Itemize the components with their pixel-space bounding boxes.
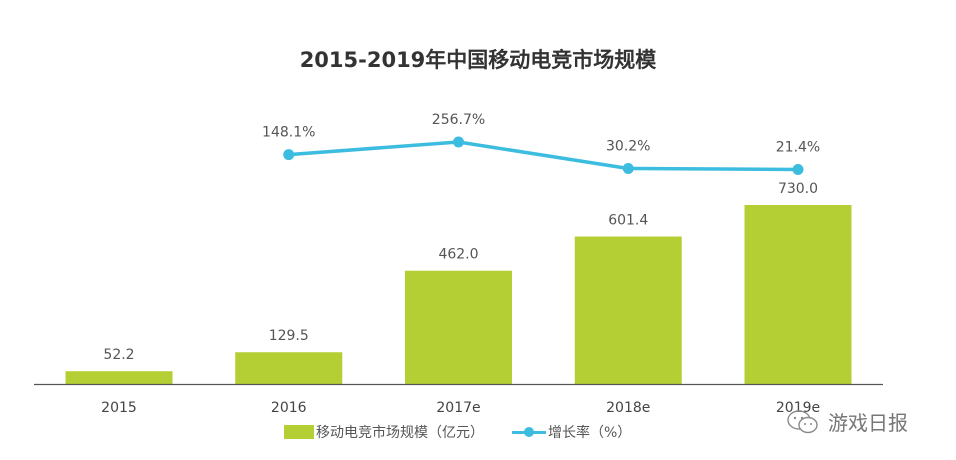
chart-title: 2015-2019年中国移动电竞市场规模 <box>299 48 657 72</box>
legend: 移动电竞市场规模（亿元） 增长率（%） <box>284 422 659 442</box>
x-tick-label: 2017e <box>436 400 480 416</box>
bar-2017e <box>405 270 512 384</box>
growth-rate-point <box>622 162 634 174</box>
bar-2016 <box>235 352 343 384</box>
growth-rate-label: 148.1% <box>262 125 315 141</box>
bar-value-label: 462.0 <box>438 247 478 263</box>
legend-item-growth-rate: 增长率（%） <box>512 422 631 442</box>
bar-2019e <box>744 205 852 384</box>
bar-value-label: 52.2 <box>103 347 134 363</box>
legend-label-growth-rate: 增长率（%） <box>548 425 632 441</box>
growth-rate-label: 30.2% <box>606 138 650 154</box>
legend-item-market-size: 移动电竞市场规模（亿元） <box>284 422 484 442</box>
bar-2018e <box>574 236 682 384</box>
x-tick-label: 2016 <box>271 400 307 416</box>
bar-value-label: 129.5 <box>269 328 309 344</box>
bar-value-label: 730.0 <box>778 181 818 197</box>
bar-value-labels: 52.2 129.5 462.0 601.4 730.0 <box>103 181 818 363</box>
growth-rate-polyline <box>288 140 799 172</box>
growth-rate-line <box>283 136 804 175</box>
x-tick-label: 2018e <box>606 400 650 416</box>
x-tick-label: 2015 <box>101 400 137 416</box>
bar-series <box>65 205 852 384</box>
growth-rate-label: 256.7% <box>432 112 485 128</box>
growth-rate-point <box>283 149 295 161</box>
growth-rate-label: 21.4% <box>776 139 820 155</box>
growth-rate-point <box>453 136 464 148</box>
x-axis-tick-labels: 2015 2016 2017e 2018e 2019e <box>101 400 820 416</box>
legend-label-market-size: 移动电竞市场规模（亿元） <box>316 425 484 441</box>
wechat-icon <box>787 409 818 433</box>
line-marker-icon <box>512 425 546 439</box>
growth-rate-labels: 148.1% 256.7% 30.2% 21.4% <box>262 112 820 156</box>
bar-2015 <box>65 371 173 384</box>
bar-swatch-icon <box>284 425 314 439</box>
growth-rate-point <box>792 163 804 175</box>
watermark-text: 游戏日报 <box>828 411 908 435</box>
x-tick-label: 2019e <box>776 400 820 416</box>
watermark: 游戏日报 <box>786 407 908 436</box>
bar-value-label: 601.4 <box>608 213 648 229</box>
